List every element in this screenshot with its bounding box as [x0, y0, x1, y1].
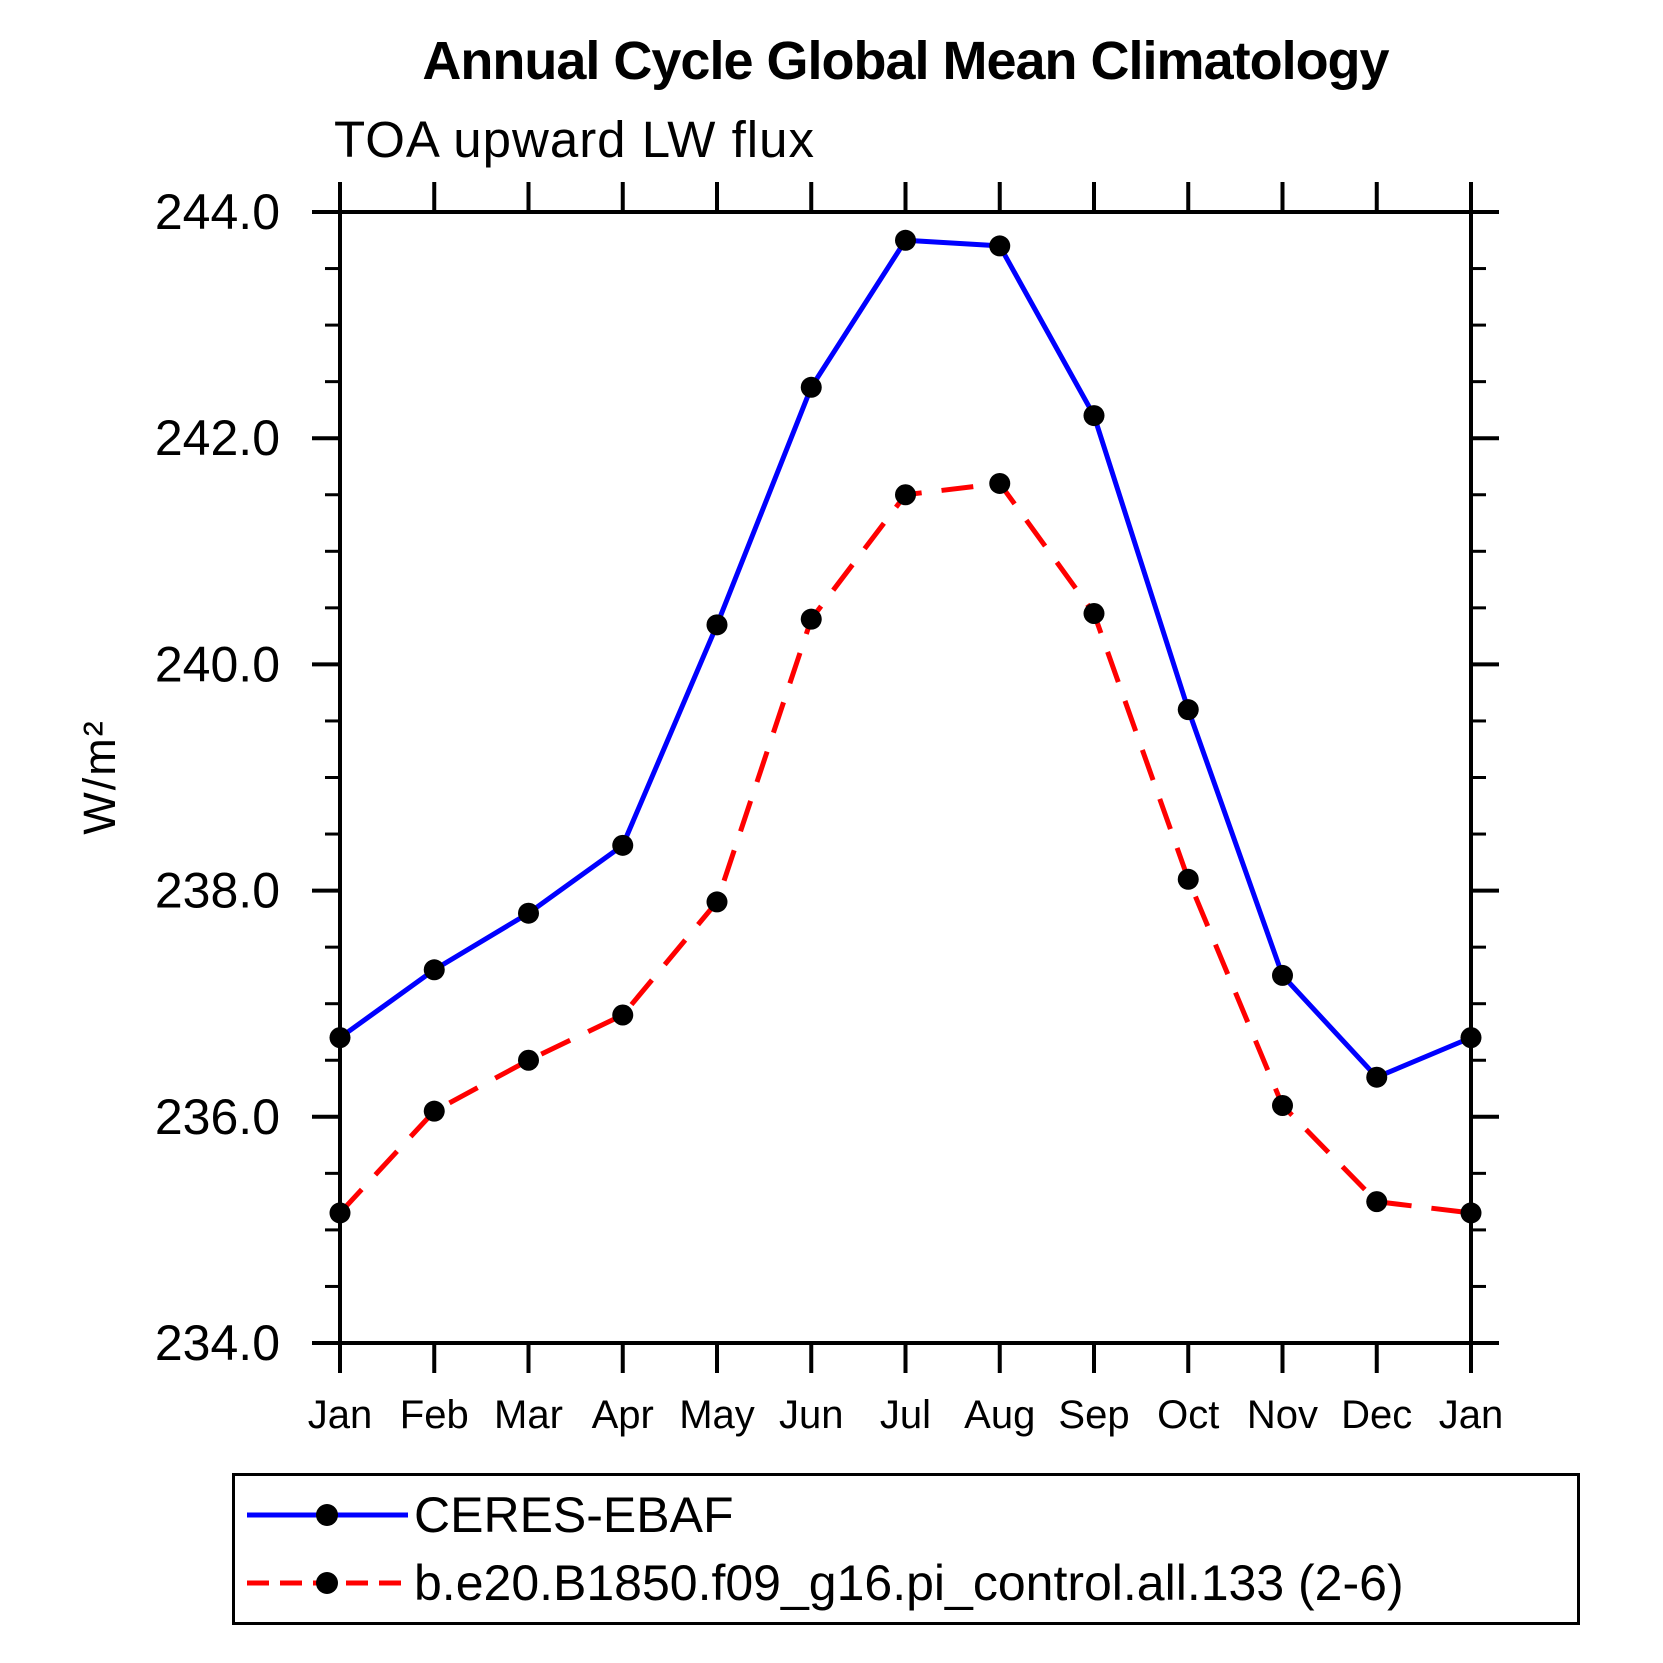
chart-subtitle: TOA upward LW flux: [334, 111, 815, 168]
data-point-marker: [895, 229, 916, 251]
legend-entry-model: b.e20.B1850.f09_g16.pi_control.all.133 (…: [245, 1551, 1577, 1615]
data-point-marker: [706, 891, 728, 913]
x-axis-month-labels: Jan Feb Mar Apr May Jun Jul Aug Sep Oct Nov Dec Jan: [308, 1393, 1504, 1437]
y-axis-tick-labels: 234.0 236.0 238.0 240.0 242.0 244.0: [155, 184, 280, 1371]
data-point-marker: [1177, 868, 1199, 890]
data-point-marker: [1366, 1066, 1388, 1088]
x-tick-label: Nov: [1247, 1393, 1318, 1437]
legend-line-sample-dashed: [247, 1572, 408, 1594]
legend-label-ceres-ebaf: CERES-EBAF: [414, 1487, 734, 1543]
legend-label-model: b.e20.B1850.f09_g16.pi_control.all.133 (…: [414, 1555, 1404, 1611]
legend-box: CERES-EBAF b.e20.B1850.f09_g16.pi_contro…: [232, 1473, 1580, 1625]
data-point-marker: [989, 235, 1011, 257]
x-tick-label: May: [679, 1393, 755, 1437]
x-axis-ticks: [338, 182, 1473, 1373]
data-point-marker: [989, 472, 1011, 494]
y-tick-label: 240.0: [155, 636, 280, 692]
data-point-marker: [1366, 1191, 1388, 1213]
data-point-marker: [800, 376, 822, 398]
x-tick-label: Feb: [400, 1393, 469, 1437]
y-tick-label: 242.0: [155, 410, 280, 466]
x-tick-label: Dec: [1341, 1393, 1412, 1437]
y-axis-ticks: [312, 210, 1499, 1345]
data-point-marker: [423, 959, 445, 981]
y-tick-label: 236.0: [155, 1089, 280, 1145]
series-ceres-ebaf: [329, 229, 1482, 1088]
data-point-marker: [1272, 1094, 1293, 1116]
axes-frame: [338, 210, 1473, 1345]
x-tick-label: Jul: [880, 1393, 931, 1437]
data-point-marker: [1083, 405, 1105, 427]
legend-line-sample-solid: [247, 1504, 408, 1526]
legend-entry-ceres-ebaf: CERES-EBAF: [245, 1483, 1577, 1547]
data-point-marker: [706, 614, 728, 636]
y-tick-label: 234.0: [155, 1315, 280, 1371]
data-point-marker: [895, 484, 916, 506]
data-point-marker: [1460, 1027, 1482, 1049]
y-tick-label: 238.0: [155, 863, 280, 919]
data-point-marker: [518, 1049, 539, 1071]
x-tick-label: Mar: [494, 1393, 563, 1437]
x-tick-label: Jun: [779, 1393, 844, 1437]
data-point-marker: [1083, 603, 1105, 625]
y-tick-label: 244.0: [155, 184, 280, 240]
data-point-marker: [612, 834, 634, 856]
legend-marker-dot: [316, 1572, 338, 1594]
x-tick-label: Jan: [308, 1393, 373, 1437]
data-point-marker: [423, 1100, 445, 1122]
x-tick-label: Aug: [964, 1393, 1035, 1437]
data-point-marker: [1460, 1202, 1482, 1224]
data-point-marker: [1272, 964, 1293, 986]
x-tick-label: Apr: [592, 1393, 654, 1437]
data-point-marker: [518, 902, 539, 924]
data-point-marker: [800, 608, 822, 630]
data-point-marker: [329, 1027, 351, 1049]
x-tick-label: Oct: [1157, 1393, 1219, 1437]
series-model: [329, 472, 1482, 1224]
legend-marker-dot: [316, 1504, 338, 1526]
x-tick-label: Sep: [1058, 1393, 1129, 1437]
data-point-marker: [329, 1202, 351, 1224]
chart-title: Annual Cycle Global Mean Climatology: [422, 31, 1389, 91]
data-point-marker: [612, 1004, 634, 1026]
data-point-marker: [1177, 699, 1199, 721]
x-tick-label: Jan: [1439, 1393, 1504, 1437]
